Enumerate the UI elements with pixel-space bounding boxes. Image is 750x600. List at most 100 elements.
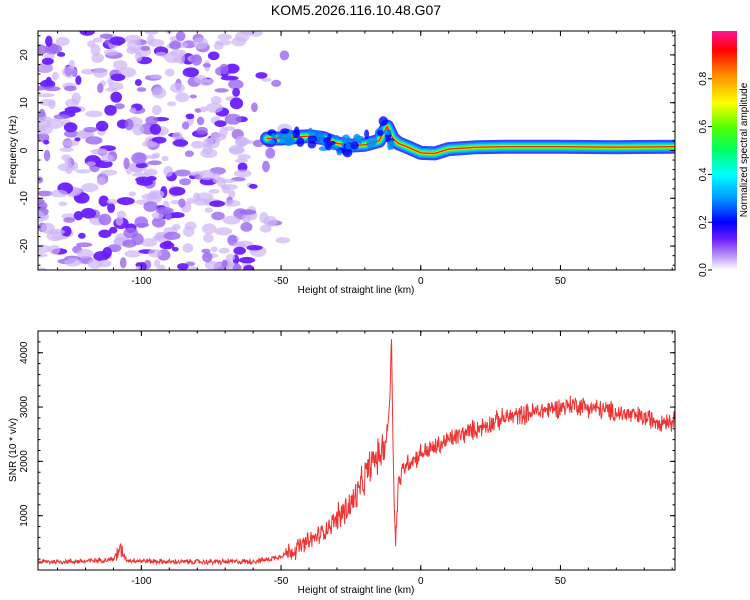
noise-blob (59, 147, 74, 152)
colorbar-title: Normalized spectral amplitude (739, 82, 750, 217)
noise-blob (76, 129, 93, 140)
noise-blob (123, 157, 130, 170)
noise-blob (76, 248, 94, 259)
noise-blob (136, 87, 147, 92)
noise-blob (240, 222, 253, 232)
noise-blob (172, 139, 189, 147)
noise-blob (63, 217, 76, 223)
noise-blob (116, 197, 135, 206)
noise-blob (38, 44, 48, 56)
noise-blob (38, 116, 52, 121)
colorbar-tick-label: 0.6 (698, 119, 709, 133)
spectrogram-y-axis-title: Frequency (Hz) (8, 116, 19, 185)
noise-blob (135, 162, 147, 169)
noise-blob (50, 235, 69, 240)
noise-blob (97, 259, 112, 268)
noise-blob (49, 244, 61, 255)
spectrogram-x-axis-title: Height of straight line (km) (298, 285, 415, 296)
snr-y-ticks: 1000 2000 3000 4000 (19, 330, 675, 571)
signal-blob (307, 140, 317, 149)
x-tick-label: -100 (131, 576, 151, 587)
spectrogram-y-ticks: -20 -10 0 10 20 (19, 35, 675, 266)
signal-blob (378, 116, 389, 127)
noise-blob (128, 191, 137, 197)
noise-blob (74, 137, 81, 142)
noise-blob (167, 101, 177, 107)
noise-blob (98, 229, 112, 239)
signal-blob (323, 136, 330, 144)
noise-blob (203, 233, 214, 243)
noise-blob (95, 120, 109, 132)
noise-blob (222, 215, 241, 225)
snr-x-ticks: -100 -50 0 50 (57, 331, 673, 587)
noise-blob (279, 50, 290, 61)
colorbar-tick-label: 0.2 (698, 215, 709, 229)
noise-blob (64, 258, 82, 267)
noise-blob (237, 162, 248, 173)
noise-blob (62, 139, 79, 147)
noise-blob (100, 169, 118, 176)
y-tick-label: -10 (19, 191, 30, 206)
noise-blob (179, 178, 191, 186)
noise-blob (213, 42, 224, 50)
noise-blob (145, 115, 158, 126)
noise-blob (140, 45, 151, 51)
colorbar-tick-label: 0.4 (698, 167, 709, 181)
noise-blob (91, 52, 105, 64)
signal-blob (268, 139, 276, 145)
noise-blob (64, 85, 77, 92)
noise-blob (246, 245, 263, 251)
signal-blob (352, 133, 361, 143)
noise-blob (210, 133, 227, 141)
noise-blob (185, 113, 195, 120)
noise-blob (237, 153, 251, 160)
noise-blob (233, 241, 247, 249)
noise-blob (163, 231, 181, 240)
snr-x-axis-title: Height of straight line (km) (298, 585, 415, 596)
snr-series-line (38, 339, 675, 567)
noise-blob (218, 247, 230, 254)
colorbar-ticks: 0.0 0.2 0.4 0.6 0.8 (698, 71, 712, 277)
noise-blob (62, 66, 77, 78)
noise-blob (134, 216, 149, 229)
noise-blob (199, 106, 208, 113)
noise-blob (163, 240, 173, 247)
spectrogram-signal (260, 116, 675, 161)
noise-blob (219, 63, 229, 75)
noise-blob (107, 202, 116, 214)
noise-blob (177, 263, 189, 270)
noise-blob (83, 126, 98, 133)
x-tick-label: 0 (418, 276, 424, 287)
noise-blob (101, 154, 115, 163)
noise-blob (234, 169, 252, 178)
noise-blob (76, 242, 93, 248)
noise-blob (238, 256, 256, 264)
noise-blob (235, 135, 247, 148)
noise-blob (170, 199, 181, 205)
signal-blob (308, 127, 313, 137)
noise-blob (212, 172, 221, 184)
noise-blob (109, 226, 118, 234)
noise-blob (38, 267, 47, 270)
noise-blob (46, 118, 64, 129)
noise-blob (261, 77, 272, 82)
noise-blob (135, 265, 143, 270)
noise-blob (75, 169, 91, 174)
noise-blob (228, 146, 245, 154)
y-tick-label: -20 (19, 238, 30, 253)
y-tick-label: 4000 (19, 341, 30, 364)
noise-blob (38, 127, 47, 132)
noise-blob (224, 63, 240, 74)
signal-blob (283, 136, 294, 146)
noise-blob (98, 213, 112, 226)
noise-blob (43, 86, 61, 92)
signal-blob (377, 129, 384, 136)
noise-blob (220, 179, 236, 184)
y-tick-label: 0 (19, 147, 30, 153)
noise-blob (104, 39, 111, 45)
noise-blob (147, 38, 165, 47)
noise-blob (232, 87, 241, 97)
noise-blob (214, 88, 229, 93)
x-tick-label: 50 (555, 576, 567, 587)
